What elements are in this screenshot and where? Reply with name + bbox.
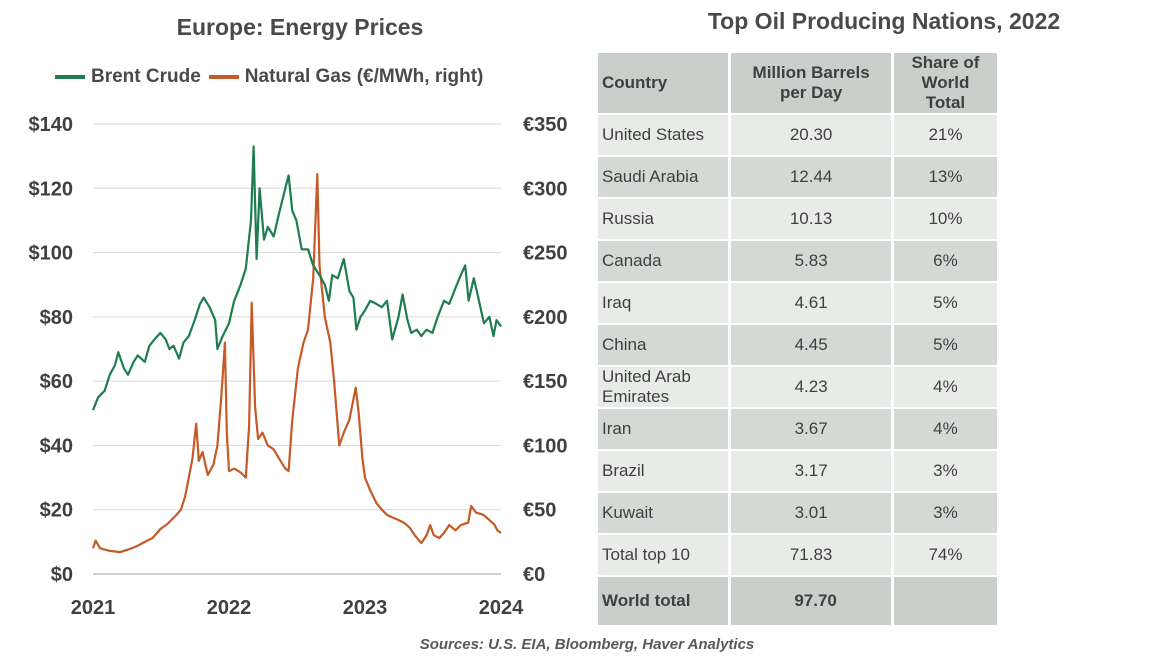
header-country: Country: [598, 53, 732, 115]
x-tick-label: 2024: [479, 597, 524, 619]
right-tick-label: €200: [523, 307, 568, 329]
cell-million-barrels: 10.13: [729, 198, 894, 241]
table-title: Top Oil Producing Nations, 2022: [707, 8, 1061, 34]
header-million-barrels: Million Barrels per Day: [729, 53, 894, 115]
x-tick-label: 2023: [343, 597, 388, 619]
cell-country: China: [598, 324, 732, 367]
cell-million-barrels: 4.23: [729, 366, 894, 409]
table-row: Russia 10.13 10%: [598, 198, 1001, 241]
cell-country: Brazil: [598, 450, 732, 493]
chart-title: Europe: Energy Prices: [176, 14, 424, 40]
cell-million-barrels: 97.70: [729, 576, 894, 627]
header-text: Share of World: [911, 53, 980, 92]
table-row: Iraq 4.61 5%: [598, 282, 1001, 325]
cell-share: 6%: [892, 240, 1001, 283]
header-share: Share of World Total: [892, 53, 1001, 115]
series-lines: [91, 145, 502, 554]
x-axis-ticks: 2021 2022 2023 2024: [71, 597, 524, 619]
cell-share: 4%: [892, 408, 1001, 451]
table-header-row: Country Million Barrels per Day Share of …: [598, 53, 1001, 115]
cell-share: 74%: [892, 534, 1001, 577]
left-tick-label: $140: [29, 114, 74, 136]
left-tick-label: $0: [51, 564, 73, 586]
cell-million-barrels: 3.01: [729, 492, 894, 535]
legend-swatch-brent: [55, 75, 85, 79]
cell-country: World total: [598, 576, 732, 627]
cell-country: Iraq: [598, 282, 732, 325]
header-text: Total: [925, 93, 966, 112]
cell-share: 10%: [892, 198, 1001, 241]
cell-country: United States: [598, 114, 732, 157]
legend-item-brent: Brent Crude: [55, 66, 201, 88]
cell-share: 13%: [892, 156, 1001, 199]
left-tick-label: $40: [40, 435, 73, 457]
cell-country: Iran: [598, 408, 732, 451]
left-tick-label: $60: [40, 371, 73, 393]
cell-country: Saudi Arabia: [598, 156, 732, 199]
series-line-brent-crude: [91, 145, 502, 411]
right-tick-label: €100: [523, 435, 568, 457]
grid-lines: [93, 123, 501, 511]
right-tick-label: €150: [523, 371, 568, 393]
table-row: Total top 10 71.83 74%: [598, 534, 1001, 577]
left-tick-label: $20: [40, 500, 73, 522]
cell-million-barrels: 71.83: [729, 534, 894, 577]
cell-country: Kuwait: [598, 492, 732, 535]
right-tick-label: €250: [523, 243, 568, 265]
cell-share: 3%: [892, 450, 1001, 493]
table-row: Saudi Arabia 12.44 13%: [598, 156, 1001, 199]
chart-plot-area: $0 $20 $40 $60 $80 $100 $120 $140 €0 €50 €100 €150…: [29, 114, 568, 619]
table-row: Iran 3.67 4%: [598, 408, 1001, 451]
right-tick-label: €350: [523, 114, 568, 136]
cell-million-barrels: 4.45: [729, 324, 894, 367]
legend-item-gas: Natural Gas (€/MWh, right): [208, 66, 484, 88]
cell-country: Total top 10: [598, 534, 732, 577]
series-line-natural-gas: [91, 173, 502, 554]
cell-million-barrels: 12.44: [729, 156, 894, 199]
table-row: Brazil 3.17 3%: [598, 450, 1001, 493]
left-tick-label: $80: [40, 307, 73, 329]
table-row-world-total: World total 97.70: [598, 576, 1001, 627]
energy-prices-chart: Europe: Energy Prices Brent Crude Natura…: [0, 0, 580, 630]
table-row: Kuwait 3.01 3%: [598, 492, 1001, 535]
chart-legend: Brent Crude Natural Gas (€/MWh, right): [55, 64, 483, 90]
legend-label-gas: Natural Gas (€/MWh, right): [244, 66, 484, 87]
table-row: United Arab Emirates 4.23 4%: [598, 366, 1001, 409]
header-text: per Day: [779, 83, 843, 102]
cell-share: 21%: [892, 114, 1001, 157]
legend-swatch-gas: [208, 75, 239, 79]
cell-share: 5%: [892, 324, 1001, 367]
legend-label-brent: Brent Crude: [91, 66, 201, 87]
cell-share: [892, 576, 1001, 627]
left-axis-ticks: $0 $20 $40 $60 $80 $100 $120 $140: [29, 114, 74, 586]
cell-million-barrels: 3.67: [729, 408, 894, 451]
right-axis-ticks: €0 €50 €100 €150 €200 €250 €300 €350: [523, 114, 568, 586]
x-tick-label: 2022: [207, 597, 252, 619]
right-tick-label: €0: [523, 564, 545, 586]
cell-country: Russia: [598, 198, 732, 241]
cell-million-barrels: 4.61: [729, 282, 894, 325]
cell-share: 5%: [892, 282, 1001, 325]
table-row: China 4.45 5%: [598, 324, 1001, 367]
left-tick-label: $100: [29, 243, 74, 265]
cell-million-barrels: 5.83: [729, 240, 894, 283]
cell-country: United Arab Emirates: [598, 366, 732, 409]
oil-producers-table: Country Million Barrels per Day Share of …: [598, 53, 1001, 627]
header-text: Country: [602, 73, 668, 92]
right-tick-label: €50: [523, 500, 556, 522]
left-tick-label: $120: [29, 178, 74, 200]
sources-note: Sources: U.S. EIA, Bloomberg, Haver Anal…: [419, 636, 755, 653]
x-tick-label: 2021: [71, 597, 116, 619]
cell-country: Canada: [598, 240, 732, 283]
cell-million-barrels: 3.17: [729, 450, 894, 493]
table-row: United States 20.30 21%: [598, 114, 1001, 157]
cell-million-barrels: 20.30: [729, 114, 894, 157]
table-row: Canada 5.83 6%: [598, 240, 1001, 283]
right-tick-label: €300: [523, 178, 568, 200]
header-text: Million Barrels: [752, 63, 870, 82]
cell-share: 3%: [892, 492, 1001, 535]
cell-share: 4%: [892, 366, 1001, 409]
